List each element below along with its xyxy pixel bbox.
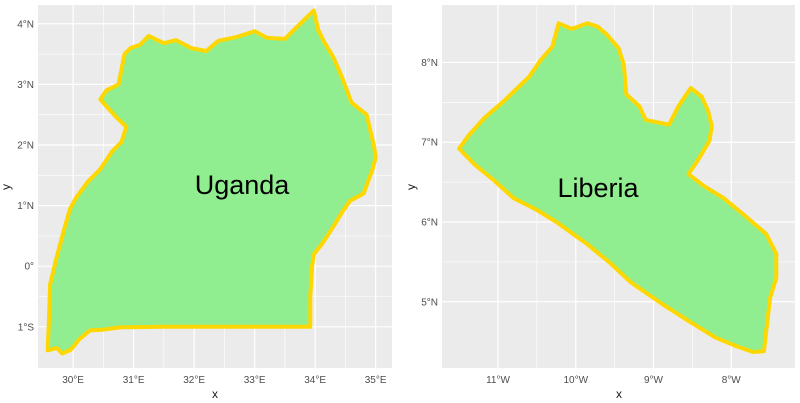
- x-tick-label: 33°E: [244, 375, 266, 386]
- y-tick-label: 3°N: [17, 80, 34, 91]
- y-tick-label: 6°N: [421, 218, 438, 229]
- y-tick-label: 0°: [24, 262, 34, 273]
- x-tick-label: 31°E: [123, 375, 145, 386]
- y-tick-label: 1°N: [17, 201, 34, 212]
- liberia-y-tick-labels: 5°N 6°N 7°N 8°N: [421, 58, 438, 308]
- x-tick-label: 8°W: [722, 375, 742, 386]
- x-tick-label: 35°E: [365, 375, 387, 386]
- y-tick-label: 2°N: [17, 140, 34, 151]
- x-tick-label: 32°E: [183, 375, 205, 386]
- y-tick-label: 5°N: [421, 297, 438, 308]
- y-tick-label: 4°N: [17, 19, 34, 30]
- uganda-map-label: Uganda: [195, 170, 291, 200]
- uganda-country-shape[interactable]: [45, 8, 378, 356]
- uganda-x-tick-labels: 30°E 31°E 32°E 33°E 34°E 35°E: [62, 375, 387, 386]
- liberia-x-axis-title: x: [616, 387, 622, 401]
- uganda-y-tick-labels: 1°S 0° 1°N 2°N 3°N 4°N: [17, 19, 34, 333]
- liberia-x-tick-labels: 11°W 10°W 9°W 8°W: [486, 375, 741, 386]
- y-tick-label: 1°S: [18, 322, 35, 333]
- x-tick-label: 10°W: [563, 375, 588, 386]
- x-tick-label: 34°E: [304, 375, 326, 386]
- x-tick-label: 9°W: [644, 375, 664, 386]
- liberia-country-shape[interactable]: [457, 21, 779, 354]
- uganda-x-axis-title: x: [212, 387, 218, 401]
- liberia-map-panel: Liberia 11°W 10°W 9°W 8°W 5°N 6°N 7°N 8°N x y: [404, 5, 795, 401]
- liberia-y-axis-title: y: [404, 184, 418, 190]
- liberia-map-label: Liberia: [557, 173, 639, 203]
- y-tick-label: 7°N: [421, 138, 438, 149]
- x-tick-label: 11°W: [486, 375, 510, 386]
- x-tick-label: 30°E: [62, 375, 84, 386]
- uganda-map-panel: Uganda 30°E 31°E 32°E 33°E 34°E 35°E 1°S 0° 1°N…: [0, 5, 392, 401]
- uganda-y-axis-title: y: [0, 184, 13, 190]
- y-tick-label: 8°N: [421, 58, 438, 69]
